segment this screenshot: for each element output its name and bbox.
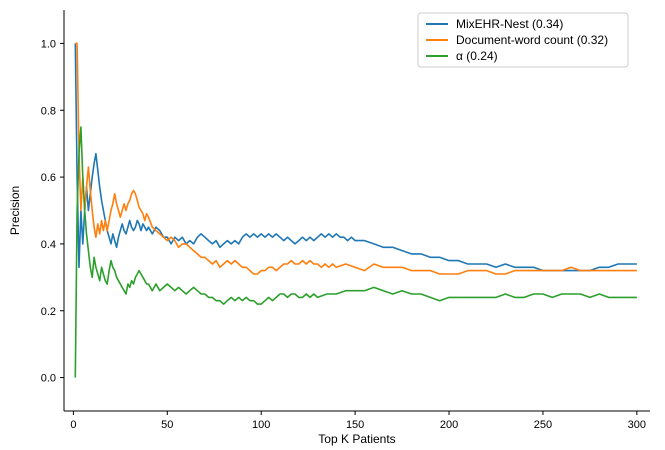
series-lines: [74, 42, 637, 378]
y-axis-label: Precision: [8, 186, 22, 235]
legend-label: Document-word count (0.32): [456, 33, 608, 47]
x-tick-label: 150: [346, 419, 364, 431]
x-axis-ticks: 0 50 100 150 200 250 300: [70, 411, 646, 431]
series-line-2: [74, 126, 637, 378]
legend-label: MixEHR-Nest (0.34): [456, 17, 563, 31]
series-line-0: [74, 43, 637, 272]
legend-box: [417, 12, 629, 68]
x-tick-label: 100: [252, 419, 270, 431]
x-tick-label: 0: [70, 419, 76, 431]
y-tick-label: 0.8: [41, 105, 56, 117]
y-tick-label: 0.6: [41, 172, 56, 184]
series-line-1: [75, 42, 637, 275]
y-tick-label: 0.2: [41, 306, 56, 318]
y-axis-ticks: 0.0 0.2 0.4 0.6 0.8 1.0: [41, 38, 64, 385]
x-tick-label: 300: [628, 419, 646, 431]
x-tick-label: 250: [534, 419, 552, 431]
x-tick-label: 200: [440, 419, 458, 431]
y-tick-label: 0.0: [41, 373, 56, 385]
legend: MixEHR-Nest (0.34) Document-word count (0…: [417, 12, 629, 68]
y-tick-label: 0.4: [41, 239, 56, 251]
legend-label: α (0.24): [456, 49, 498, 63]
x-tick-label: 50: [161, 419, 173, 431]
y-tick-label: 1.0: [41, 38, 56, 50]
x-axis-label: Top K Patients: [318, 432, 395, 446]
